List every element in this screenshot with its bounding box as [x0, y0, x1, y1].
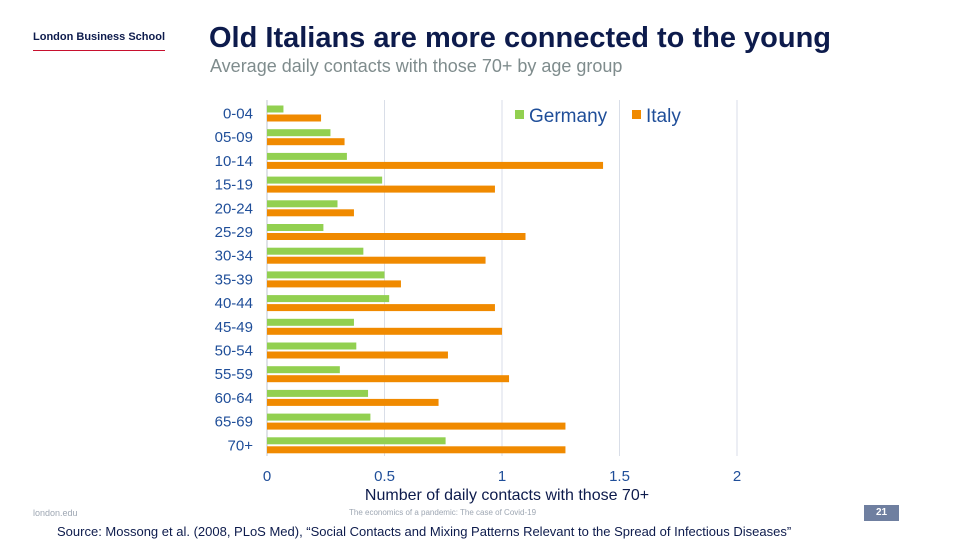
y-tick-label: 30-34: [215, 248, 253, 265]
bar-germany: [267, 413, 371, 421]
bars-layer: [267, 105, 604, 454]
bar-germany: [267, 342, 357, 350]
legend-italy-swatch: [632, 110, 641, 119]
slide-subtitle: Average daily contacts with those 70+ by…: [210, 56, 623, 76]
y-tick-label: 25-29: [215, 224, 253, 241]
bar-germany: [267, 129, 331, 137]
bar-italy: [267, 256, 486, 264]
y-tick-label: 35-39: [215, 271, 253, 288]
x-axis-label: Number of daily contacts with those 70+: [365, 487, 649, 504]
legend-italy-label: Italy: [646, 106, 681, 127]
y-tick-label: 15-19: [215, 177, 253, 194]
bar-italy: [267, 209, 354, 217]
y-tick-label: 40-44: [215, 295, 253, 312]
bar-italy: [267, 233, 526, 240]
y-tick-label: 05-09: [215, 129, 253, 146]
legend-germany-label: Germany: [529, 106, 608, 127]
y-tick-label: 60-64: [215, 390, 253, 407]
footer-website: london.edu: [33, 508, 78, 518]
bar-italy: [267, 398, 439, 406]
bar-germany: [267, 176, 383, 184]
x-tick-label: 1.5: [609, 468, 630, 485]
slide-title: Old Italians are more connected to the y…: [209, 22, 831, 54]
x-tick-label: 1: [498, 468, 506, 485]
labels-layer: 0 0.5 1 1.5 2 0-04 05-09 10-14 15-19 20-24 25-29 30…: [215, 106, 742, 505]
logo-underline: [33, 50, 165, 51]
bar-italy: [267, 327, 502, 335]
page-number: 21: [864, 505, 899, 521]
y-tick-label: 20-24: [215, 200, 253, 217]
y-tick-label: 10-14: [215, 153, 253, 170]
bar-italy: [267, 351, 448, 359]
bar-italy: [267, 138, 345, 146]
y-tick-label: 65-69: [215, 414, 253, 431]
school-logo: London Business School: [33, 31, 166, 43]
y-tick-label: 45-49: [215, 319, 253, 336]
x-tick-label: 0.5: [374, 468, 395, 485]
bar-italy: [267, 304, 495, 312]
bar-italy: [267, 161, 604, 169]
bar-italy: [267, 280, 401, 288]
y-tick-label: 0-04: [223, 106, 253, 123]
bar-germany: [267, 271, 385, 279]
footer-deck-title: The economics of a pandemic: The case of…: [349, 508, 537, 517]
legend-germany-swatch: [515, 110, 524, 119]
bar-italy: [267, 114, 322, 122]
bar-italy: [267, 185, 495, 193]
bar-germany: [267, 318, 354, 326]
bar-italy: [267, 375, 510, 383]
bar-germany: [267, 366, 340, 374]
bar-germany: [267, 247, 364, 255]
bar-italy: [267, 446, 566, 454]
bar-germany: [267, 224, 324, 231]
bar-germany: [267, 152, 347, 160]
y-tick-label: 50-54: [215, 343, 253, 360]
y-tick-label: 70+: [228, 437, 254, 454]
bar-germany: [267, 437, 446, 445]
bar-italy: [267, 422, 566, 430]
bar-germany: [267, 295, 390, 303]
bar-germany: [267, 105, 284, 113]
source-citation: Source: Mossong et al. (2008, PLoS Med),…: [57, 524, 792, 539]
bar-germany: [267, 389, 369, 397]
y-tick-label: 55-59: [215, 366, 253, 383]
x-tick-label: 2: [733, 468, 741, 485]
x-tick-label: 0: [263, 468, 271, 485]
bar-germany: [267, 200, 338, 208]
chart-legend: Germany Italy: [515, 106, 681, 127]
